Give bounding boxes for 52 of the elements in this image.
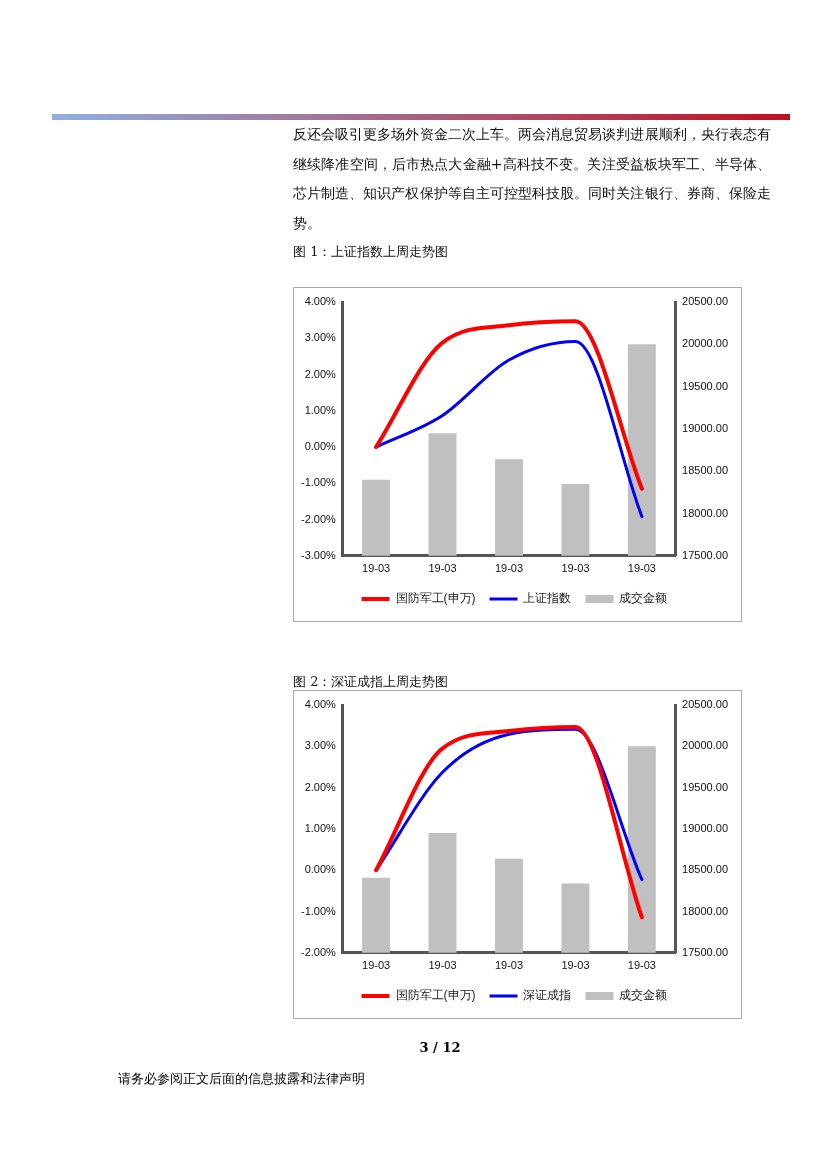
x-tick-label: 19-03: [428, 562, 457, 575]
x-tick-label: 19-03: [362, 562, 391, 575]
y-tick-label: 0.00%: [304, 863, 337, 876]
y-tick-label: 0.00%: [304, 440, 337, 453]
x-tick-label: 19-03: [494, 562, 524, 575]
legend-label: 成交金额: [619, 988, 668, 1003]
y2-tick-label: 17500.00: [682, 945, 729, 958]
text: 反还会吸引更多场外资金二次上车。两会消息贸易谈判进展顺利，央行表态有继续降准空间，后市热点大金融+高科技不变。关注受益板块军工、半导体、芯片制造、知识产权保护等自主可控型科技股。同时关注银行、券商、保险走势。: [293, 125, 771, 233]
y-tick-label: -1.00%: [300, 904, 337, 917]
legend-label: 成交金额: [619, 591, 668, 606]
x-tick-label: 19-03: [494, 959, 524, 972]
x-tick-label: 19-03: [627, 959, 656, 972]
y2-tick-label: 17500.00: [682, 548, 729, 561]
legend-label: 国防军工(申万): [395, 988, 476, 1003]
legend-label: 上证指数: [523, 591, 572, 606]
y2-tick-label: 20000.00: [682, 739, 729, 752]
x-tick-label: 19-03: [561, 562, 590, 575]
y2-tick-label: 19000.00: [682, 421, 729, 434]
y2-tick-label: 19500.00: [682, 780, 729, 793]
y-tick-label: -1.00%: [300, 476, 337, 489]
y-tick-label: 1.00%: [304, 403, 337, 416]
legend-label: 深证成指: [523, 988, 572, 1003]
y-tick-label: 2.00%: [304, 780, 337, 793]
y2-tick-label: 18500.00: [682, 464, 729, 477]
y-tick-label: 3.00%: [304, 331, 337, 344]
y2-tick-label: 18000.00: [682, 506, 729, 519]
y2-tick-label: 20500.00: [682, 698, 729, 711]
y2-tick-label: 19000.00: [682, 821, 729, 834]
y-tick-label: 3.00%: [304, 739, 337, 752]
y2-tick-label: 18500.00: [682, 863, 729, 876]
x-tick-label: 19-03: [627, 562, 656, 575]
y2-tick-label: 18000.00: [682, 904, 729, 917]
y-tick-label: -3.00%: [300, 548, 337, 561]
y2-tick-label: 20000.00: [682, 337, 729, 350]
y-tick-label: 4.00%: [304, 698, 337, 711]
y2-tick-label: 20500.00: [682, 295, 729, 308]
text: 请务必参阅正文后面的信息披露和法律声明: [118, 1070, 365, 1088]
x-tick-label: 19-03: [428, 959, 457, 972]
x-tick-label: 19-03: [561, 959, 590, 972]
x-tick-label: 19-03: [362, 959, 391, 972]
text: 3 / 12: [418, 1040, 462, 1055]
y-tick-label: 4.00%: [304, 295, 337, 308]
line-series: [374, 724, 644, 920]
chart-title: 图 2：深证成指上周走势图: [293, 673, 449, 691]
y-tick-label: -2.00%: [300, 512, 337, 525]
chart-title: 图 1：上证指数上周走势图: [293, 243, 449, 261]
line-series: [374, 319, 644, 491]
y-tick-label: 2.00%: [304, 367, 337, 380]
y-tick-label: 1.00%: [304, 821, 337, 834]
legend-label: 国防军工(申万): [395, 591, 476, 606]
y-tick-label: -2.00%: [300, 945, 337, 958]
y2-tick-label: 19500.00: [682, 379, 729, 392]
